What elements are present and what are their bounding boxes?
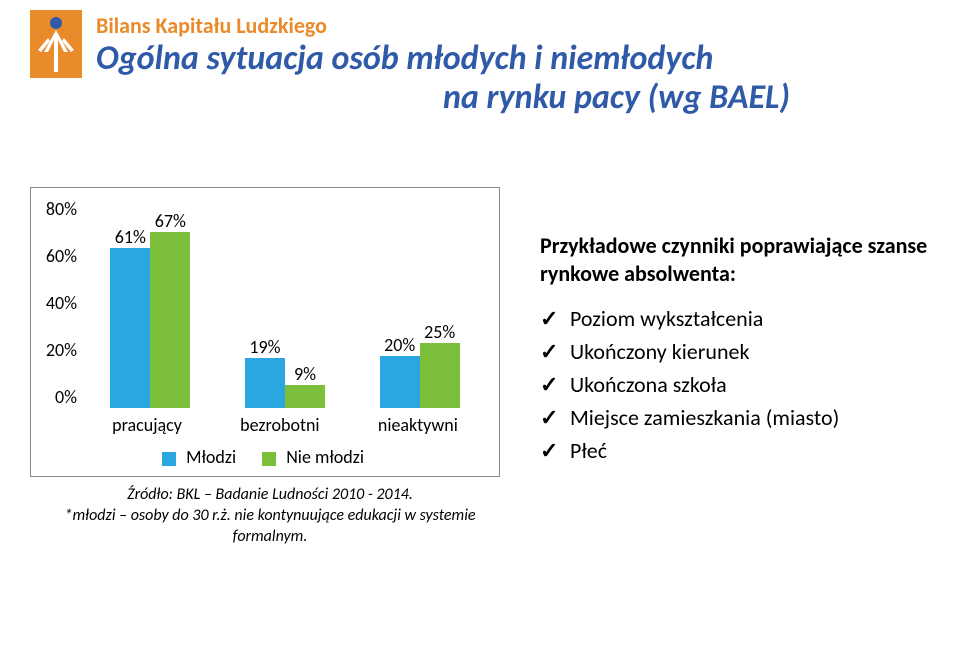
- logo-icon: [30, 10, 82, 78]
- chart-column: 80% 60% 40% 20% 0% 61%67%19%9%20%25% pra…: [30, 187, 510, 547]
- factors-list: Poziom wykształcenia Ukończony kierunek …: [540, 305, 930, 464]
- y-tick: 40%: [46, 292, 77, 314]
- legend-item: Nie młodzi: [262, 446, 364, 468]
- bar: 19%: [245, 358, 285, 408]
- bar: 67%: [150, 232, 190, 408]
- source-line: Źródło: BKL – Badanie Ludności 2010 - 20…: [30, 485, 510, 506]
- bar-value-label: 20%: [384, 334, 415, 356]
- factor-item: Poziom wykształcenia: [540, 305, 930, 332]
- y-tick: 60%: [46, 245, 77, 267]
- content: 80% 60% 40% 20% 0% 61%67%19%9%20%25% pra…: [30, 187, 930, 547]
- legend-label: Nie młodzi: [286, 446, 364, 468]
- title-line-1: Ogólna sytuacja osób młodych i niemłodyc…: [96, 38, 713, 79]
- y-axis: 80% 60% 40% 20% 0%: [39, 198, 83, 408]
- legend-label: Młodzi: [186, 446, 236, 468]
- bar: 20%: [380, 356, 420, 409]
- chart: 80% 60% 40% 20% 0% 61%67%19%9%20%25% pra…: [30, 187, 500, 477]
- x-axis: pracujący bezrobotni nieaktywni: [83, 408, 487, 440]
- factor-item: Płeć: [540, 437, 930, 464]
- bar-value-label: 9%: [294, 363, 316, 385]
- title-block: Bilans Kapitału Ludzkiego Ogólna sytuacj…: [96, 10, 930, 117]
- main-title: Ogólna sytuacja osób młodych i niemłodyc…: [96, 39, 930, 117]
- bar-group: 61%67%: [110, 232, 190, 408]
- slide: Bilans Kapitału Ludzkiego Ogólna sytuacj…: [0, 0, 960, 659]
- y-tick: 20%: [46, 339, 77, 361]
- bar: 61%: [110, 248, 150, 408]
- bar-group: 20%25%: [380, 343, 460, 409]
- factor-item: Ukończona szkoła: [540, 371, 930, 398]
- bar: 9%: [285, 385, 325, 409]
- factors-heading: Przykładowe czynniki poprawiające szanse…: [540, 232, 930, 287]
- bar: 25%: [420, 343, 460, 409]
- source-note: Źródło: BKL – Badanie Ludności 2010 - 20…: [30, 485, 510, 547]
- factor-item: Miejsce zamieszkania (miasto): [540, 404, 930, 431]
- y-tick: 80%: [46, 198, 77, 220]
- source-line: *młodzi – osoby do 30 r.ż. nie kontynuuj…: [30, 506, 510, 548]
- legend: Młodzi Nie młodzi: [39, 440, 487, 470]
- legend-swatch: [162, 452, 176, 466]
- bar-value-label: 25%: [424, 321, 455, 343]
- x-tick: pracujący: [112, 414, 182, 436]
- x-tick: nieaktywni: [378, 414, 458, 436]
- bar-group: 19%9%: [245, 358, 325, 408]
- factor-item: Ukończony kierunek: [540, 338, 930, 365]
- suptitle: Bilans Kapitału Ludzkiego: [96, 12, 930, 39]
- bar-value-label: 61%: [115, 226, 146, 248]
- y-tick: 0%: [55, 386, 77, 408]
- legend-item: Młodzi: [162, 446, 236, 468]
- bar-value-label: 19%: [249, 336, 280, 358]
- bar-value-label: 67%: [155, 210, 186, 232]
- header: Bilans Kapitału Ludzkiego Ogólna sytuacj…: [30, 10, 930, 117]
- title-line-2: na rynku pacy (wg BAEL): [96, 78, 930, 117]
- plot-area: 61%67%19%9%20%25%: [83, 198, 487, 408]
- x-tick: bezrobotni: [240, 414, 319, 436]
- legend-swatch: [262, 452, 276, 466]
- factors-column: Przykładowe czynniki poprawiające szanse…: [540, 187, 930, 470]
